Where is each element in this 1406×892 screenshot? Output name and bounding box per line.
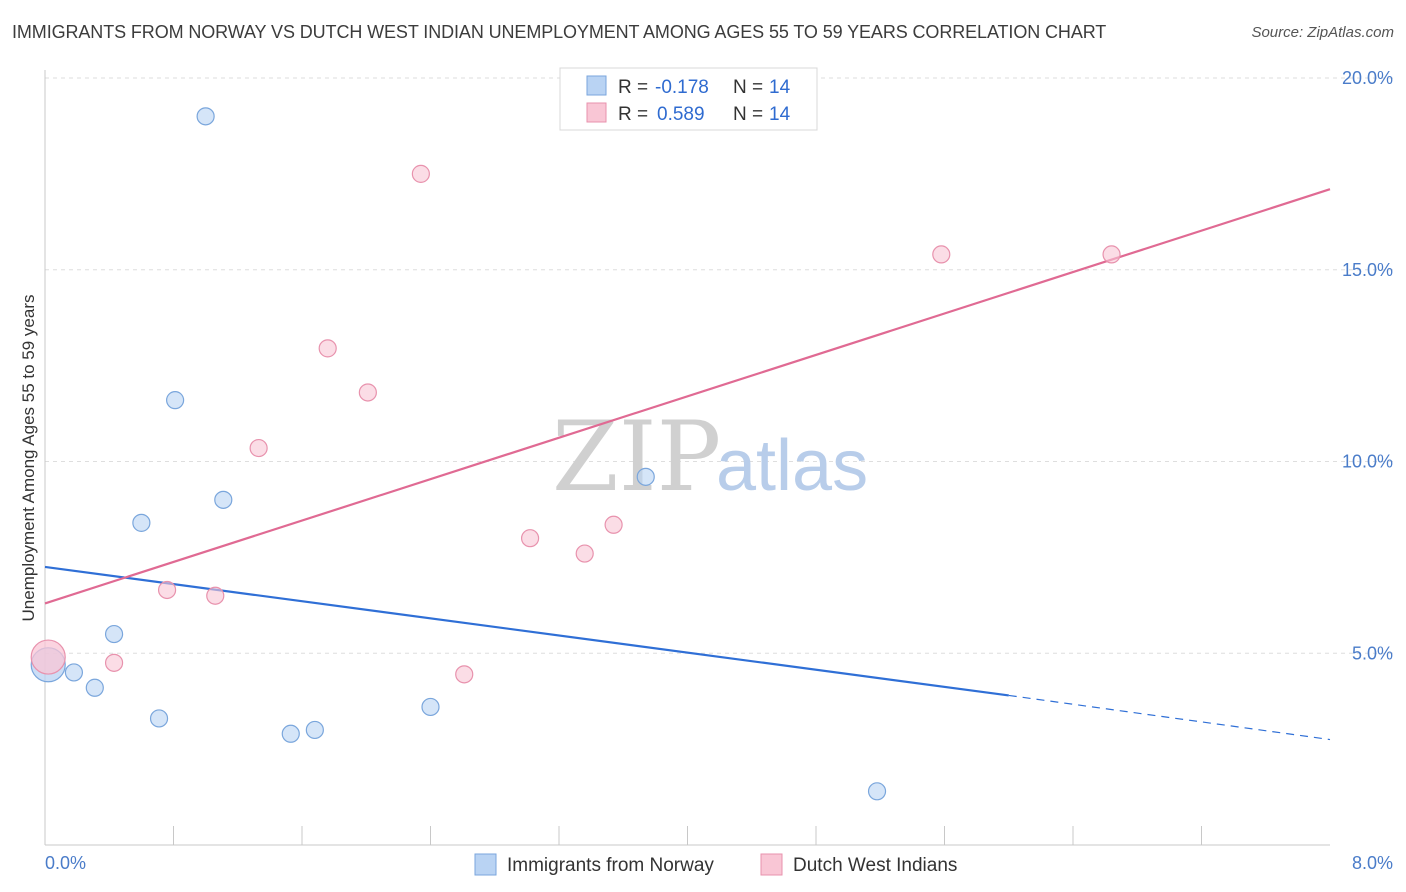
legend-r-label-dutch: R = [618, 104, 648, 125]
x-tick-label-0: 0.0% [45, 853, 86, 873]
point-dutch-0 [30, 639, 66, 675]
trend-line-norway [44, 565, 1009, 697]
data-points [30, 107, 1121, 801]
stats-legend: R = -0.178 N = 14 R = 0.589 N = 14 [559, 67, 818, 131]
watermark-zip: ZIP [552, 401, 721, 513]
chart-title: IMMIGRANTS FROM NORWAY VS DUTCH WEST IND… [12, 22, 1107, 42]
legend-swatch-dutch [586, 102, 607, 123]
point-dutch-7 [411, 164, 430, 183]
axes [44, 70, 1330, 846]
series-legend-label-norway: Immigrants from Norway [507, 855, 714, 876]
point-norway-1 [64, 663, 84, 682]
point-dutch-13 [1102, 245, 1121, 264]
series-legend: Immigrants from Norway Dutch West Indian… [474, 853, 957, 876]
trend-line-norway-extension [1008, 694, 1331, 741]
point-norway-8 [214, 490, 233, 509]
point-dutch-10 [575, 544, 594, 563]
legend-n-value-dutch: 14 [769, 104, 791, 125]
y-tick-label-0: 5.0% [1352, 643, 1393, 663]
y-tick-label-1: 10.0% [1342, 452, 1393, 472]
point-dutch-9 [520, 529, 540, 548]
point-dutch-8 [455, 665, 474, 684]
series-legend-swatch-norway [474, 853, 497, 876]
watermark: ZIP atlas [552, 401, 868, 513]
legend-n-label-dutch: N = [733, 104, 763, 125]
y-tick-label-3: 20.0% [1342, 68, 1393, 88]
point-norway-9 [281, 724, 300, 743]
point-norway-7 [196, 107, 215, 126]
point-dutch-2 [157, 580, 177, 600]
legend-swatch-norway [586, 75, 607, 96]
legend-r-label-norway: R = [618, 77, 648, 98]
point-norway-6 [166, 391, 185, 410]
x-tick-label-1: 8.0% [1352, 853, 1393, 873]
series-legend-label-dutch: Dutch West Indians [793, 855, 957, 876]
point-dutch-12 [932, 245, 951, 264]
point-norway-5 [149, 709, 169, 728]
legend-n-value-norway: 14 [769, 77, 791, 98]
point-dutch-11 [604, 515, 623, 534]
point-norway-10 [305, 720, 324, 740]
point-norway-4 [132, 513, 151, 532]
x-tick-labels: 0.0% 8.0% [45, 853, 1393, 873]
legend-r-value-norway: -0.178 [655, 77, 709, 98]
legend-n-label-norway: N = [733, 77, 763, 98]
legend-r-value-dutch: 0.589 [657, 104, 705, 125]
point-dutch-3 [206, 586, 225, 605]
point-dutch-4 [249, 438, 268, 458]
series-legend-swatch-dutch [760, 853, 783, 876]
point-norway-11 [421, 697, 440, 717]
trend-line-dutch [44, 188, 1331, 605]
y-tick-label-2: 15.0% [1342, 260, 1393, 280]
y-tick-labels: 5.0% 10.0% 15.0% 20.0% [1342, 68, 1393, 663]
point-dutch-5 [318, 339, 337, 358]
gridlines [45, 77, 1393, 654]
source-credit: Source: ZipAtlas.com [1251, 24, 1394, 41]
y-axis-label: Unemployment Among Ages 55 to 59 years [19, 295, 38, 622]
point-norway-2 [85, 678, 104, 697]
point-norway-3 [104, 624, 124, 644]
point-dutch-1 [104, 653, 124, 672]
point-dutch-6 [358, 383, 377, 402]
watermark-atlas: atlas [716, 426, 868, 506]
point-norway-13 [867, 782, 887, 801]
point-norway-12 [636, 467, 655, 486]
